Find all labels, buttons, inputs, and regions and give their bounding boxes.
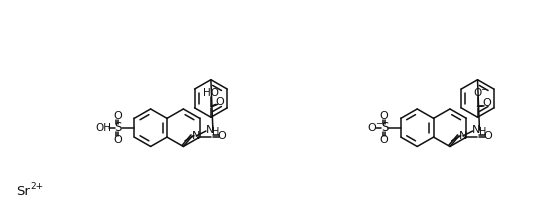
Text: H: H xyxy=(479,127,486,137)
Text: −: − xyxy=(480,85,487,94)
Text: O: O xyxy=(113,135,122,145)
Text: O: O xyxy=(473,88,482,98)
Text: O: O xyxy=(379,135,388,145)
Text: O: O xyxy=(113,111,122,121)
Text: N: N xyxy=(192,131,200,141)
Text: Sr: Sr xyxy=(16,185,30,198)
Text: O: O xyxy=(484,131,493,141)
Text: HO: HO xyxy=(203,88,219,98)
Text: N: N xyxy=(206,125,214,135)
Text: O: O xyxy=(368,123,376,133)
Text: H: H xyxy=(212,127,220,137)
Text: N: N xyxy=(472,125,481,135)
Text: −: − xyxy=(375,119,382,128)
Text: O: O xyxy=(217,131,226,141)
Text: 2+: 2+ xyxy=(30,183,43,192)
Text: N: N xyxy=(459,131,467,141)
Text: S: S xyxy=(115,121,122,134)
Text: OH: OH xyxy=(95,123,111,133)
Text: O: O xyxy=(482,98,491,108)
Text: O: O xyxy=(215,97,224,107)
Text: O: O xyxy=(379,111,388,121)
Text: S: S xyxy=(381,121,389,134)
